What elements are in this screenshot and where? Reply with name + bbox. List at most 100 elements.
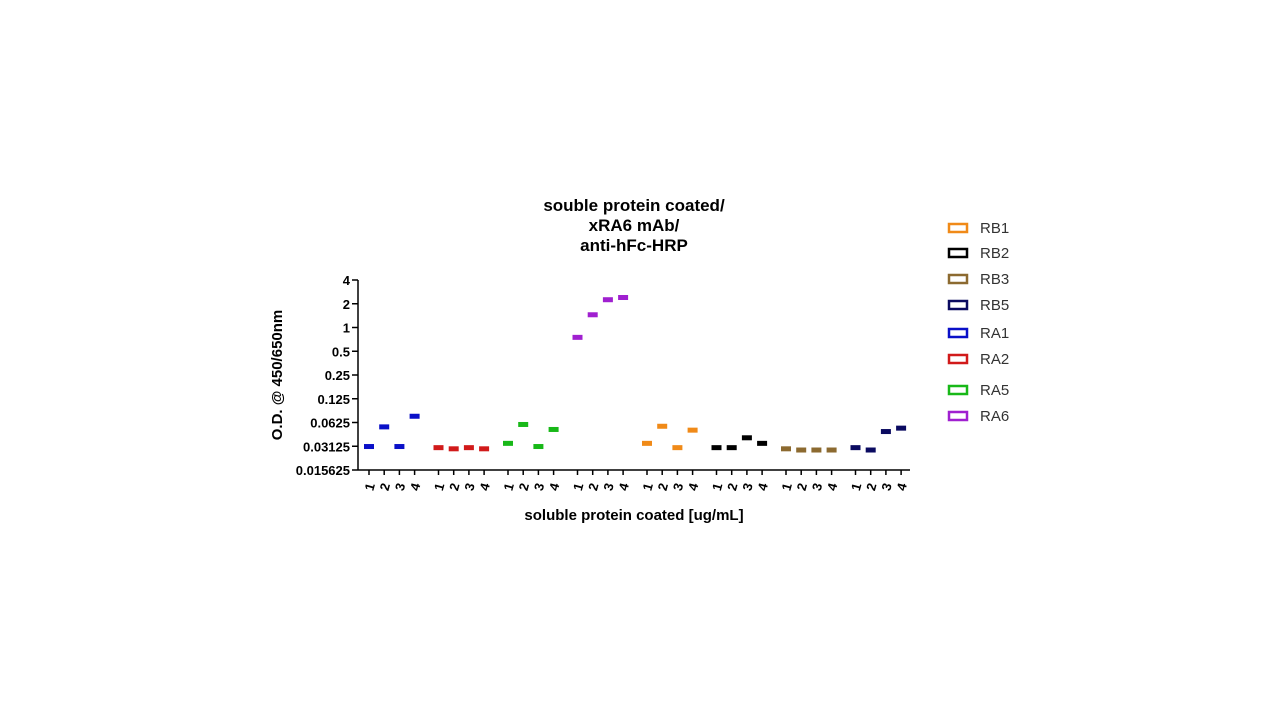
legend-label-ra5: RA5	[980, 382, 1009, 399]
legend-swatch-rb3	[947, 273, 969, 285]
y-tick-label: 2	[343, 297, 350, 312]
y-tick-label: 4	[343, 273, 351, 288]
legend-swatch-ra6	[947, 410, 969, 422]
x-tick-label: 1	[500, 481, 516, 492]
x-tick-label: 3	[461, 481, 477, 492]
x-tick-label: 1	[709, 481, 725, 492]
legend: RB1 RB2 RB3 RB5 RA1 RA2 RA5 RA6	[947, 220, 1009, 425]
data-point-rb1	[642, 440, 652, 446]
data-point-rb3	[796, 447, 807, 453]
x-tick-label: 3	[809, 481, 825, 492]
data-point-rb3	[811, 447, 822, 453]
data-point-ra5	[518, 421, 529, 427]
data-point-ra6	[572, 334, 583, 340]
y-tick-label: 0.5	[332, 344, 350, 359]
legend-swatch-ra2	[947, 353, 969, 365]
data-point-rb1	[687, 427, 698, 433]
x-tick-label: 1	[778, 481, 794, 492]
x-tick-label: 3	[739, 481, 755, 492]
data-point-ra2	[433, 445, 444, 451]
data-point-rb3	[781, 446, 791, 452]
chart-title-line: anti-hFc-HRP	[580, 236, 688, 255]
data-point-rb5	[880, 429, 891, 435]
x-tick-label: 3	[878, 481, 894, 492]
data-point-ra6	[602, 297, 613, 303]
data-point-rb5	[896, 425, 907, 431]
data-point-rb1	[657, 423, 668, 429]
x-tick-label: 2	[794, 481, 810, 492]
legend-swatch-rb2	[947, 247, 969, 259]
x-tick-label: 1	[639, 481, 655, 492]
x-tick-label: 1	[431, 481, 447, 492]
data-point-ra1	[394, 444, 405, 450]
legend-swatch-rb5	[947, 299, 969, 311]
y-tick-label: 0.25	[325, 368, 350, 383]
data-point-ra5	[548, 426, 559, 432]
data-point-rb2	[726, 445, 737, 451]
x-tick-label: 4	[894, 481, 911, 493]
legend-label-ra1: RA1	[980, 325, 1009, 342]
x-tick-label: 4	[685, 481, 702, 493]
data-point-ra2	[479, 446, 490, 452]
x-tick-label: 3	[670, 481, 686, 492]
x-tick-label: 4	[477, 481, 494, 493]
x-tick-label: 2	[585, 481, 601, 492]
legend-label-rb2: RB2	[980, 245, 1009, 262]
data-point-ra6	[587, 312, 598, 318]
data-point-ra2	[448, 446, 459, 452]
chart-title-line: souble protein coated/	[543, 196, 725, 215]
x-tick-label: 1	[570, 481, 586, 492]
y-tick-label: 0.0625	[310, 416, 350, 431]
legend-label-rb5: RB5	[980, 297, 1009, 314]
legend-swatch-rb1	[947, 222, 969, 234]
data-point-rb5	[865, 447, 876, 453]
y-tick-label: 1	[343, 321, 350, 336]
chart-title-line: xRA6 mAb/	[589, 216, 680, 235]
legend-label-ra6: RA6	[980, 408, 1009, 425]
x-tick-label: 4	[546, 481, 563, 493]
x-tick-label: 2	[724, 481, 740, 492]
data-point-rb2	[757, 440, 768, 446]
chart-title: souble protein coated/xRA6 mAb/anti-hFc-…	[543, 196, 725, 255]
legend-label-ra2: RA2	[980, 351, 1009, 368]
legend-swatch-ra1	[947, 327, 969, 339]
data-point-rb2	[741, 435, 752, 441]
x-tick-label: 4	[755, 481, 772, 493]
y-axis-label: O.D. @ 450/650nm	[269, 310, 286, 441]
data-point-ra1	[364, 444, 374, 450]
data-point-rb1	[672, 445, 683, 451]
data-point-ra2	[463, 445, 474, 451]
y-tick-label: 0.03125	[303, 439, 350, 454]
legend-swatch-ra5	[947, 384, 969, 396]
data-point-rb2	[711, 445, 722, 451]
data-point-ra6	[618, 295, 629, 301]
data-marks	[364, 295, 907, 453]
data-point-ra1	[409, 413, 420, 419]
data-point-ra5	[533, 444, 544, 450]
x-tick-label: 3	[531, 481, 547, 492]
x-tick-label: 3	[392, 481, 408, 492]
x-tick-label: 4	[824, 481, 841, 493]
data-point-ra5	[503, 440, 513, 446]
x-tick-label: 1	[848, 481, 864, 492]
y-tick-label: 0.125	[317, 392, 350, 407]
x-tick-label: 2	[655, 481, 671, 492]
data-point-ra1	[379, 424, 390, 430]
x-tick-label: 1	[361, 481, 377, 492]
data-point-rb5	[850, 445, 861, 451]
x-tick-label: 2	[446, 481, 462, 492]
x-tick-label: 3	[600, 481, 616, 492]
legend-label-rb1: RB1	[980, 220, 1009, 237]
legend-label-rb3: RB3	[980, 271, 1009, 288]
x-tick-label: 4	[407, 481, 424, 493]
x-tick-label: 4	[616, 481, 633, 493]
y-axis: 4 2 1 0.5 0.25 0.125 0.0625 0.03125 0.015625	[296, 273, 359, 478]
y-tick-label: 0.015625	[296, 463, 350, 478]
x-tick-label: 2	[863, 481, 879, 492]
data-point-rb3	[826, 447, 837, 453]
x-axis-label: soluble protein coated [ug/mL]	[524, 507, 743, 524]
x-tick-label: 2	[377, 481, 393, 492]
x-tick-label: 2	[516, 481, 532, 492]
